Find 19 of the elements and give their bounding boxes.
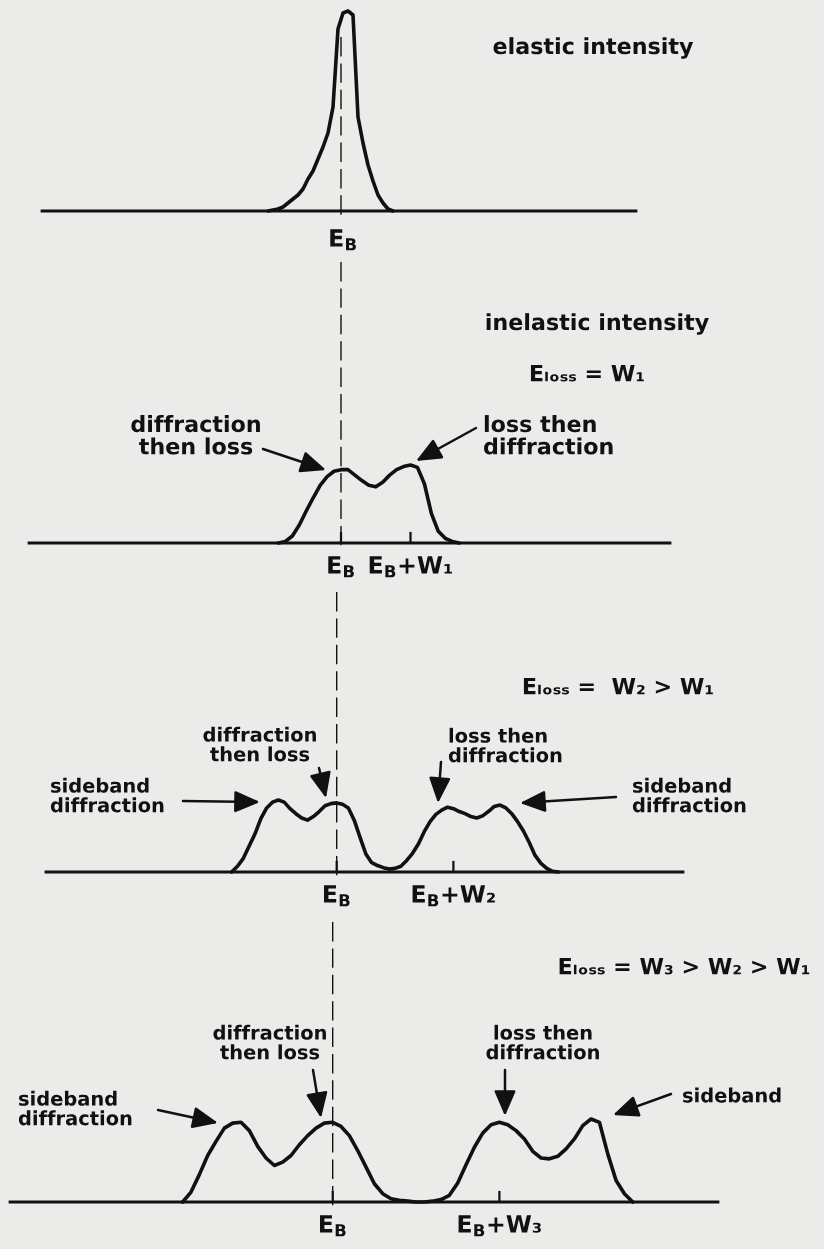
text: Eₗₒₛₛ = W₃ > W₂ > W₁ bbox=[559, 957, 810, 975]
text: Eₗₒₛₛ = W₁ bbox=[530, 364, 644, 382]
text: elastic intensity bbox=[493, 37, 694, 59]
text: loss then diffraction bbox=[448, 727, 562, 763]
text: sideband diffraction bbox=[50, 777, 164, 813]
text: Eₗₒₛₛ = W₂ > W₁ bbox=[523, 677, 713, 695]
x-tick-label: E$_{B}$+W₃ bbox=[458, 1215, 541, 1237]
text: diffraction then loss bbox=[213, 1024, 326, 1060]
text: diffraction then loss bbox=[203, 726, 316, 762]
text: inelastic intensity bbox=[486, 313, 709, 335]
text: loss then diffraction bbox=[486, 1024, 599, 1060]
text: sideband diffraction bbox=[632, 777, 746, 813]
text: sideband diffraction bbox=[18, 1090, 132, 1126]
x-tick-label: E$_{B}$+W₂ bbox=[412, 885, 495, 907]
text: sideband bbox=[683, 1087, 781, 1103]
text: diffraction then loss bbox=[131, 415, 260, 455]
x-tick-label: E$_{B}$+W₁ bbox=[369, 556, 452, 578]
text: loss then diffraction bbox=[484, 415, 613, 455]
text: E$_{B}$ bbox=[330, 229, 356, 251]
